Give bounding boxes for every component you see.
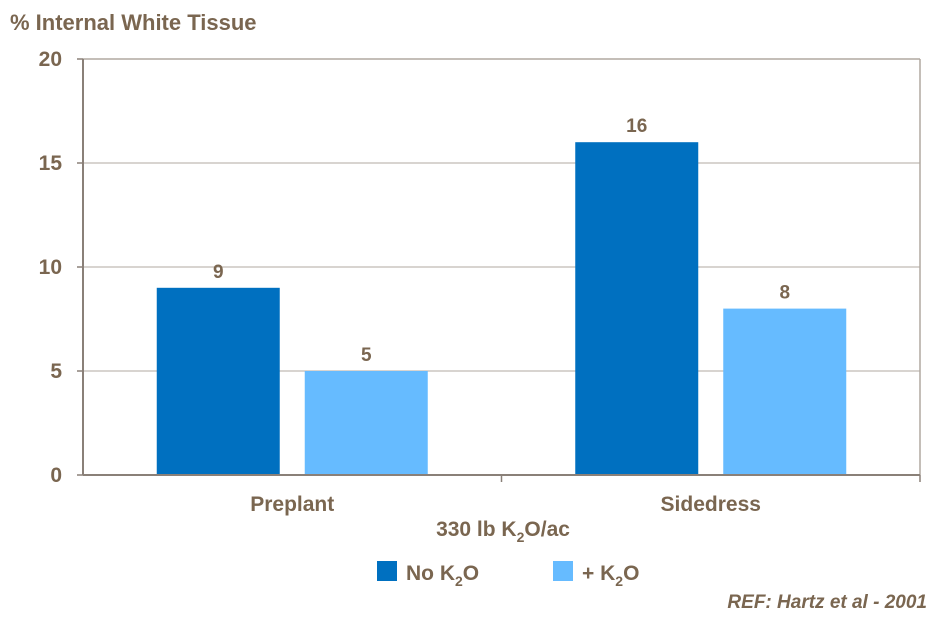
legend-swatch-plus-k2o bbox=[553, 561, 573, 581]
legend: No K2O + K2O bbox=[377, 561, 639, 589]
reference-note: REF: Hartz et al - 2001 bbox=[727, 592, 927, 613]
bar bbox=[575, 142, 699, 475]
y-tick-label: 15 bbox=[39, 152, 63, 175]
data-label: 9 bbox=[213, 262, 224, 283]
bar bbox=[304, 371, 428, 475]
bar bbox=[723, 308, 847, 475]
x-axis-label: 330 lb K2O/ac bbox=[436, 518, 570, 545]
y-tick-label: 5 bbox=[50, 360, 62, 383]
bar bbox=[156, 287, 280, 475]
chart-title: % Internal White Tissue bbox=[10, 10, 257, 35]
data-label: 8 bbox=[779, 283, 790, 304]
data-label: 5 bbox=[361, 345, 372, 366]
legend-swatch-no-k2o bbox=[377, 561, 397, 581]
legend-label-plus-k2o: + K2O bbox=[582, 562, 639, 589]
y-tick-label: 20 bbox=[39, 48, 62, 71]
y-tick-label: 0 bbox=[50, 464, 62, 487]
data-label: 16 bbox=[626, 116, 647, 137]
y-tick-label: 10 bbox=[39, 256, 62, 279]
legend-label-no-k2o: No K2O bbox=[406, 562, 479, 589]
x-tick-label: Preplant bbox=[250, 493, 334, 516]
x-tick-label: Sidedress bbox=[661, 493, 761, 516]
